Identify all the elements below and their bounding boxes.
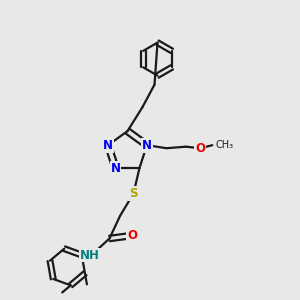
Text: N: N (142, 139, 152, 152)
Text: NH: NH (80, 248, 100, 262)
Text: N: N (103, 139, 113, 152)
Text: S: S (129, 187, 138, 200)
Text: O: O (127, 229, 137, 242)
Text: N: N (110, 161, 121, 175)
Text: CH₃: CH₃ (215, 140, 233, 150)
Text: H: H (87, 248, 96, 262)
Text: O: O (195, 142, 205, 155)
